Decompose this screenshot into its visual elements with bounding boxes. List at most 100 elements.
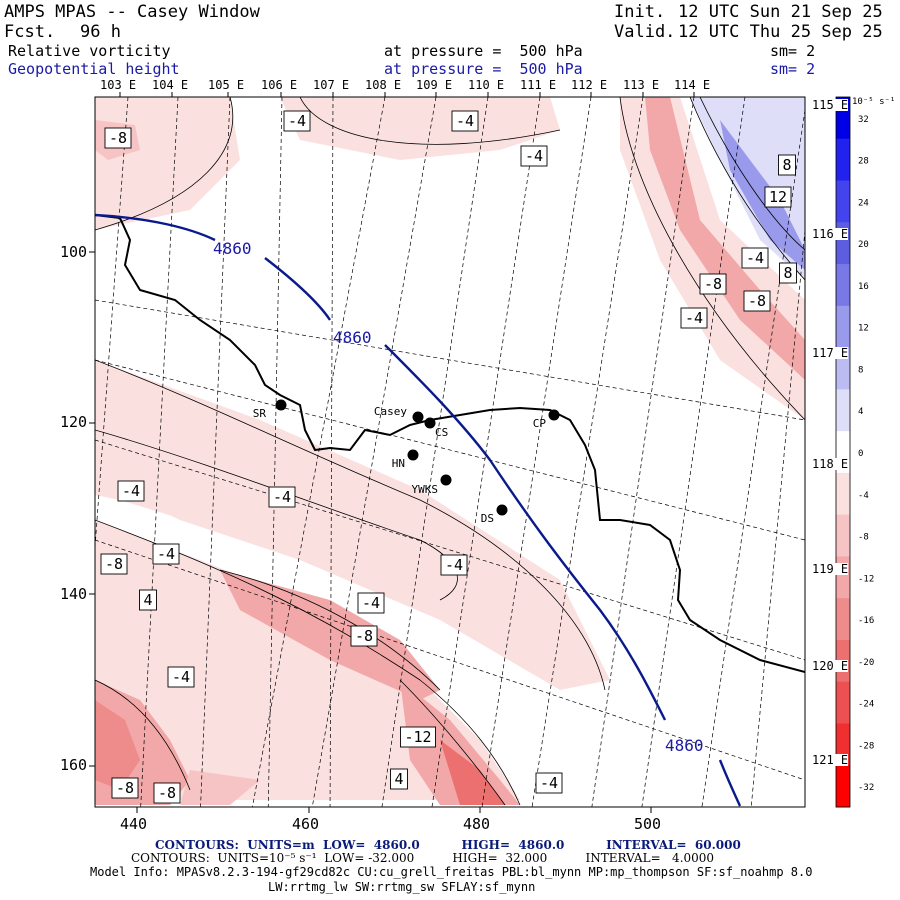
vorticity-label-text: -8	[704, 275, 722, 293]
field1-name: Relative vorticity	[8, 42, 171, 60]
colorbar-swatch	[836, 180, 850, 223]
lon-label-right: 117 E	[812, 346, 849, 360]
station-marker	[424, 417, 436, 429]
station-marker	[548, 409, 560, 421]
station-marker	[407, 449, 419, 461]
lon-label-top: 106 E	[261, 78, 298, 92]
vorticity-label: -4	[520, 145, 548, 167]
colorbar-swatch	[836, 138, 850, 182]
vorticity-label-text: -4	[362, 594, 380, 612]
parallel-line	[95, 439, 805, 661]
contour-line	[399, 679, 506, 806]
meridian-line	[200, 97, 231, 807]
model-info-2: LW:rrtmg_lw SW:rrtmg_sw SFLAY:sf_mynn	[268, 880, 536, 894]
colorbar-swatch	[836, 681, 850, 724]
colorbar-tick-label: -28	[858, 741, 874, 751]
station-label: YWKS	[412, 483, 439, 496]
vorticity-label-box	[699, 273, 727, 295]
model-info: Model Info: MPASv8.2.3-194-gf29cd82c CU:…	[90, 865, 813, 879]
colorbar-swatch	[836, 514, 850, 557]
vorticity-label-box	[111, 777, 139, 799]
lon-label-right: 118 E	[812, 457, 849, 471]
vorticity-label: -8	[350, 625, 378, 647]
colorbar-tick-label: 20	[858, 240, 869, 250]
vorticity-label-text: -8	[116, 779, 134, 797]
vorticity-label-box	[152, 543, 180, 565]
vorticity-label-box	[451, 110, 479, 132]
vorticity-label-box	[350, 625, 378, 647]
vorticity-label: -4	[283, 110, 311, 132]
vorticity-band	[180, 770, 260, 805]
colorbar-tick-label: 4	[858, 407, 863, 417]
vorticity-label-text: -4	[157, 545, 175, 563]
meridian-line	[481, 97, 592, 807]
vorticity-label: -8	[153, 782, 181, 804]
x-tick-label: 460	[292, 815, 320, 833]
vorticity-label-box	[117, 480, 145, 502]
height-contour-label: 4860	[213, 239, 252, 258]
height-contour-label: 4860	[665, 736, 704, 755]
station-marker	[412, 411, 424, 423]
colorbar-tick-label: -8	[858, 533, 869, 543]
contour-line	[95, 679, 191, 791]
vorticity-label: -4	[167, 666, 195, 688]
colorbar-tick-label: -20	[858, 658, 874, 668]
station-label: DS	[481, 512, 494, 525]
vorticity-label: -8	[743, 290, 771, 312]
vorticity-label-box	[100, 553, 128, 575]
colorbar-tick-label: -4	[858, 491, 869, 501]
stations: SR Casey CS CP HN YWKS DS	[253, 399, 560, 525]
vorticity-label-box	[283, 110, 311, 132]
vorticity-label: -8	[111, 777, 139, 799]
vorticity-label-box	[357, 592, 385, 614]
vorticity-label-box	[167, 666, 195, 688]
left-ticks	[89, 251, 95, 767]
parallel-line	[95, 359, 805, 541]
colorbar-tick-label: 32	[858, 115, 869, 125]
lon-label-top: 108 E	[365, 78, 402, 92]
colorbar-swatch	[836, 598, 850, 641]
coastline	[95, 214, 805, 673]
valid-label: Valid.	[614, 22, 676, 42]
colorbar-swatch	[836, 305, 850, 349]
vorticity-label-text: -4	[273, 488, 291, 506]
init-time: 12 UTC Sun 21 Sep 25	[678, 2, 883, 22]
colorbar-tick-label: 28	[858, 157, 869, 167]
vorticity-label: -8	[100, 553, 128, 575]
vorticity-band	[220, 570, 440, 700]
station-label: CP	[533, 417, 547, 430]
vorticity-label-text: -4	[288, 112, 306, 130]
meridian-line	[140, 97, 179, 807]
lon-label-right: 116 E	[812, 227, 849, 241]
field1-smooth: sm= 2	[770, 42, 816, 60]
top-ticks	[119, 92, 695, 97]
colorbar-tick-label: -24	[858, 700, 874, 710]
vorticity-label-text: -4	[525, 147, 543, 165]
vorticity-label-text: -8	[355, 627, 373, 645]
meridian-line	[750, 229, 805, 807]
meridian-line	[267, 97, 283, 807]
vorticity-label-text: 4	[143, 591, 152, 609]
colorbar-tick-label: 12	[858, 324, 869, 334]
vorticity-label: -4	[152, 543, 180, 565]
lon-label-top: 104 E	[152, 78, 189, 92]
lon-label-top: 111 E	[520, 78, 557, 92]
lon-label-top: 114 E	[674, 78, 711, 92]
vorticity-label-text: -4	[746, 249, 764, 267]
x-tick-label: 440	[120, 815, 148, 833]
vorticity-label-text: -12	[404, 728, 431, 746]
vorticity-label: -8	[699, 273, 727, 295]
vorticity-label-box	[139, 589, 157, 611]
init-label: Init.	[614, 2, 666, 22]
y-tick-label: 120	[60, 413, 88, 431]
vorticity-label: 12	[764, 186, 792, 208]
lon-label-right: 115 E	[812, 98, 849, 112]
colorbar-swatch	[836, 389, 850, 432]
vorticity-label: -8	[104, 127, 132, 149]
station-marker	[496, 504, 508, 516]
vorticity-label-box	[764, 186, 792, 208]
vorticity-label-text: -4	[445, 556, 463, 574]
vorticity-band	[95, 700, 140, 790]
vorticity-label: -4	[680, 307, 708, 329]
